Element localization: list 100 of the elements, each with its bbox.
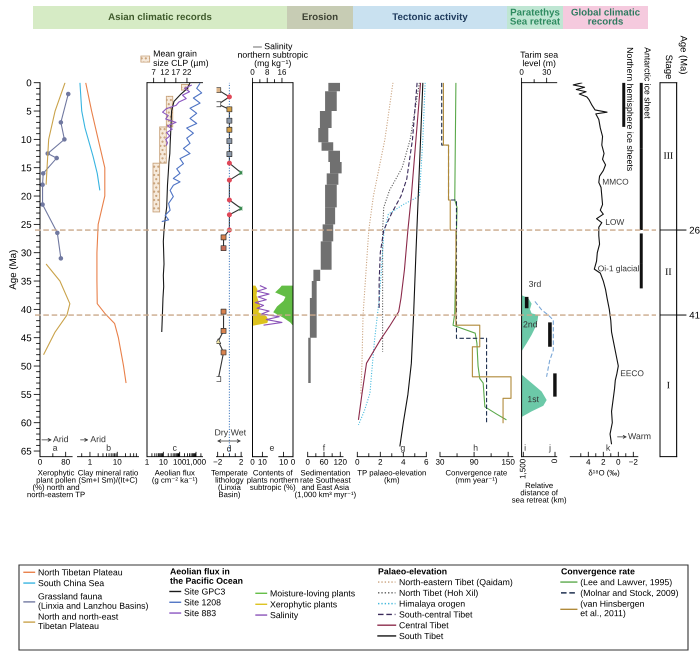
y-tick-label: 40 bbox=[21, 306, 32, 313]
x-tick-label: 10 bbox=[113, 458, 122, 465]
y-tick-label: 60 bbox=[21, 419, 32, 426]
x-tick-label: 150 bbox=[502, 458, 515, 465]
legend-label: Mean grain size CLP (µm) bbox=[153, 50, 208, 68]
x-tick-label: 80 bbox=[62, 458, 70, 465]
x2-tick-label: 12 bbox=[160, 69, 169, 75]
annotation: Warm bbox=[628, 433, 650, 440]
chart-title: Asian climatic records bbox=[108, 12, 212, 20]
x-tick-label: 0 bbox=[306, 458, 310, 465]
legend-label: Grassland fauna (Linxia and Lanzhou Basins) bbox=[38, 593, 148, 611]
series-label: III bbox=[664, 152, 673, 159]
x2-tick-label: 7 bbox=[152, 69, 156, 75]
x-tick-label: 10 bbox=[280, 458, 288, 465]
annotation: j bbox=[548, 444, 550, 453]
point bbox=[216, 338, 222, 344]
point bbox=[226, 178, 232, 183]
y-tick-label: 41 bbox=[689, 312, 700, 319]
annotation: 2nd bbox=[523, 320, 538, 328]
legend-title: Aeolian flux in the Pacific Ocean bbox=[170, 568, 242, 584]
legend-label: South-central Tibet bbox=[399, 611, 472, 618]
legend-label: Xerophytic plants bbox=[270, 601, 337, 610]
annotation: Arid bbox=[53, 436, 68, 442]
x-tick-label: 0 bbox=[355, 458, 360, 465]
legend-label: (van Hinsbergen et al., 2011) bbox=[580, 600, 644, 618]
x2-tick-label: 16 bbox=[278, 69, 286, 75]
chart-title: Erosion bbox=[302, 12, 338, 20]
legend-label: Site 883 bbox=[184, 610, 216, 616]
y-tick-label: 20 bbox=[21, 192, 32, 200]
x-tick-label: Antarctic ice sheet bbox=[644, 47, 651, 119]
x-tick-label: 0 bbox=[551, 459, 558, 463]
annotation: g bbox=[400, 446, 405, 453]
annotation: Wet bbox=[230, 429, 246, 436]
x-tick-label: 4 bbox=[401, 459, 406, 465]
annotation: LOW bbox=[606, 219, 624, 225]
y-axis-title: Age (Ma) bbox=[678, 36, 688, 74]
y-tick-label: 26 bbox=[690, 226, 700, 234]
x2-tick-label: 0 bbox=[520, 69, 524, 75]
x-tick-label: 10 bbox=[159, 458, 168, 465]
chart-title: Paratethys Sea retreat bbox=[510, 8, 560, 25]
x2-tick-label: 8 bbox=[265, 69, 270, 75]
x-tick-label: 100 bbox=[174, 458, 186, 465]
legend-label: South Tibet bbox=[399, 632, 444, 640]
annotation: a bbox=[53, 446, 58, 451]
y-axis-title: Age (Ma) bbox=[9, 250, 18, 290]
chart-title: Tectonic activity bbox=[392, 12, 468, 22]
x-tick-label: 0 bbox=[38, 458, 42, 465]
x-tick-label: 2 bbox=[601, 458, 606, 465]
y-tick-label: 15 bbox=[22, 164, 32, 172]
point bbox=[226, 197, 232, 203]
annotation: i bbox=[524, 444, 526, 451]
x-tick-label: 1 bbox=[88, 459, 92, 465]
x-tick-label: 1,000 bbox=[186, 458, 206, 466]
annotation: EECO bbox=[620, 370, 644, 376]
legend-label: Central Tibet bbox=[399, 622, 449, 628]
legend-label: Site GPC3 bbox=[184, 588, 225, 595]
x-tick-label: Northern hemisphere ice sheets bbox=[625, 48, 634, 171]
annotation: e bbox=[270, 446, 274, 451]
legend-label: (Lee and Lawver, 1995) bbox=[580, 578, 672, 587]
y-tick-label: 50 bbox=[21, 362, 32, 370]
point bbox=[226, 94, 232, 100]
x2-tick-label: 22 bbox=[182, 69, 192, 75]
point bbox=[226, 160, 232, 166]
annotation: f bbox=[322, 444, 326, 451]
x-tick-label: 4 bbox=[586, 459, 590, 465]
annotation: c bbox=[172, 446, 177, 451]
series-label: II bbox=[665, 268, 672, 275]
annotation: MMCO bbox=[602, 178, 628, 185]
legend-label: North and north-east Tibetan Plateau bbox=[38, 613, 118, 630]
point bbox=[226, 212, 232, 218]
x-tick-label: 2 bbox=[378, 458, 382, 465]
annotation: d bbox=[227, 445, 232, 452]
legend-label: Site 1208 bbox=[184, 598, 221, 606]
legend-label: North Tibetan Plateau bbox=[38, 569, 122, 576]
y-tick-label: 30 bbox=[21, 249, 32, 256]
chart-title: Stage bbox=[664, 55, 673, 79]
x-tick-label: 90 bbox=[470, 458, 478, 465]
annotation: h bbox=[474, 444, 478, 451]
chart-title: Global climatic records bbox=[571, 8, 640, 25]
y-tick-label: 5 bbox=[26, 108, 32, 115]
x-tick-label: −2 bbox=[213, 458, 222, 465]
x-tick-label: 1,500 bbox=[520, 459, 526, 478]
legend-title: Convergence rate bbox=[561, 568, 635, 576]
annotation: b bbox=[106, 444, 111, 451]
y-tick-label: 25 bbox=[21, 221, 32, 228]
y-tick-label: 35 bbox=[21, 278, 32, 285]
y-tick-label: 65 bbox=[21, 448, 32, 455]
y-tick-label: 45 bbox=[21, 334, 32, 342]
x2-axis-title: — Salinity northern subtropic (mg kg⁻¹) bbox=[238, 42, 308, 68]
x2-axis-title: Tarim sea level (m) bbox=[520, 51, 558, 68]
y-tick-label: 0 bbox=[26, 79, 32, 86]
x-tick-label: 1 bbox=[145, 459, 149, 465]
x2-tick-label: 30 bbox=[542, 69, 551, 75]
annotation: Oi-1 glacial bbox=[598, 265, 639, 274]
series-label: I bbox=[667, 382, 670, 388]
annotation: 3rd bbox=[528, 280, 541, 288]
legend-label: North-eastern Tibet (Qaidam) bbox=[400, 578, 512, 587]
annotation: Dry bbox=[215, 429, 228, 438]
legend-label: Salinity bbox=[270, 612, 298, 620]
legend-label: North Tibet (Hoh Xil) bbox=[400, 590, 478, 598]
